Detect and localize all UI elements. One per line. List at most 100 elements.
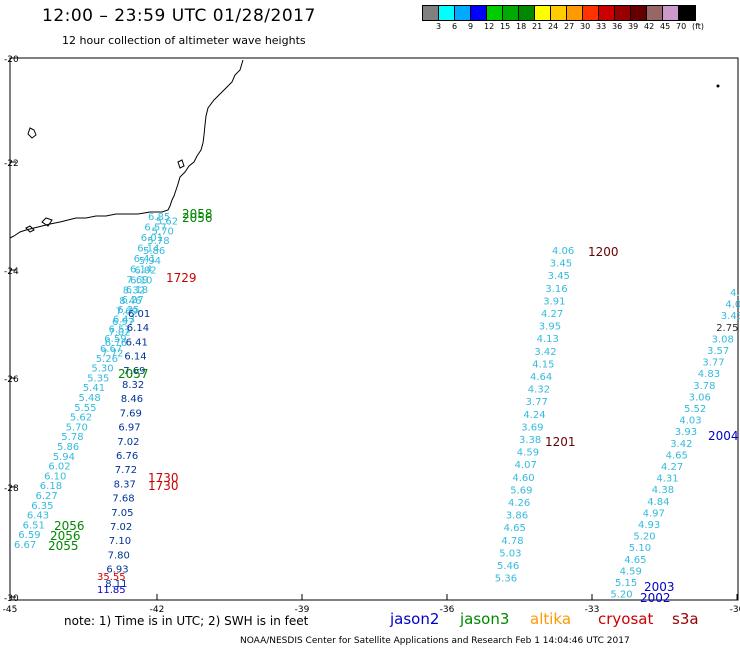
track-value-left: 5.94	[139, 256, 161, 267]
track-value-left: 6.10	[130, 275, 152, 286]
track-value-right-a: 3.38	[519, 435, 541, 446]
track-value-right-b: 5.20	[610, 590, 632, 601]
page-title: 12:00 – 23:59 UTC 01/28/2017	[42, 6, 316, 26]
track-value-middle-upper: 6.85	[148, 212, 170, 223]
legend-altika: altika	[530, 610, 572, 628]
color-scale-label: 70	[676, 22, 687, 31]
track-value-left: 6.43	[27, 511, 49, 522]
track-value-middle-upper: 6.14	[130, 265, 152, 276]
color-scale-label: 27	[564, 22, 575, 31]
coastline-islands	[25, 127, 185, 233]
track-value-right-a: 3.77	[526, 397, 548, 408]
track-value-left: 6.51	[109, 324, 131, 335]
track-time-label: 2056	[182, 211, 213, 225]
track-value-right-b: 4.03	[679, 416, 701, 427]
track-value-middle: 7.68	[112, 494, 134, 505]
track-value-middle: 7.72	[115, 465, 137, 476]
track-value-right-b: 4.93	[638, 520, 660, 531]
color-scale-label: 9	[468, 22, 474, 31]
color-scale-label: 36	[612, 22, 623, 31]
track-value-middle: 7.69	[123, 366, 145, 377]
color-swatch	[679, 6, 695, 20]
color-swatch	[503, 6, 519, 20]
track-value-left: 6.59	[104, 334, 126, 345]
track-time-label: 2056	[54, 519, 85, 533]
page-subtitle: 12 hour collection of altimeter wave hei…	[62, 34, 306, 47]
track-value-middle: 8.11	[105, 579, 127, 590]
track-value-right-a: 5.36	[495, 574, 517, 585]
track-value-right-b: 4.31	[656, 474, 678, 485]
track-value-left: 5.86	[143, 246, 165, 257]
x-axis-ticks: -45 -42 -39 -36 -33 -30	[3, 594, 740, 615]
track-value-right-a: 4.64	[530, 372, 552, 383]
track-value-middle-upper: 6.76	[105, 338, 127, 349]
x-tick-label: -36	[440, 605, 455, 615]
track-value-right-b: 4.83	[698, 369, 720, 380]
color-swatch	[471, 6, 487, 20]
track-value-right-a: 4.06	[552, 246, 574, 257]
track-value-right-a: 4.78	[501, 536, 523, 547]
track-value-middle-upper: 7.69	[116, 307, 138, 318]
track-value-right-a: 3.45	[548, 271, 570, 282]
track-value-middle-upper: 6.57	[144, 223, 166, 234]
track-value-left: 5.94	[53, 452, 75, 463]
color-swatch	[647, 6, 663, 20]
color-swatch	[439, 6, 455, 20]
track-value-middle-upper: 7.72	[101, 349, 123, 360]
track-time-label: 2058	[182, 207, 213, 221]
color-scale-label: (ft)	[692, 22, 705, 31]
track-value-left: 5.41	[83, 383, 105, 394]
track-value-middle: 7.69	[120, 408, 142, 419]
track-value-middle: 6.97	[118, 423, 140, 434]
track-value-right-b: 3.78	[693, 381, 715, 392]
track-value-right-a: 3.42	[534, 347, 556, 358]
island-dot	[716, 84, 720, 88]
track-time-label: 1730	[148, 471, 179, 485]
track-value-middle: 8.46	[121, 394, 143, 405]
track-value-right-b: 4.59	[620, 566, 642, 577]
track-value-left: 6.67	[14, 540, 36, 551]
track-value-left: 5.62	[70, 413, 92, 424]
color-swatch	[535, 6, 551, 20]
track-value-left: 6.35	[31, 501, 53, 512]
color-scale-label: 45	[660, 22, 671, 31]
track-value-right-a: 4.27	[541, 309, 563, 320]
track-value-middle: 8.37	[114, 479, 136, 490]
color-scale-label: 21	[532, 22, 543, 31]
track-value-middle: 6.93	[106, 565, 128, 576]
track-value-right-a: 4.26	[508, 498, 530, 509]
color-swatch	[615, 6, 631, 20]
track-value-right-a: 3.95	[539, 322, 561, 333]
track-value-right-b: 5.10	[629, 543, 651, 554]
track-value-right-b: 5.15	[615, 578, 637, 589]
track-value-right-a: 3.45	[550, 259, 572, 270]
track-value-right-b: 4.65	[624, 555, 646, 566]
map-frame	[9, 57, 739, 601]
x-tick-label: -39	[295, 605, 310, 615]
track-value-right-b: 4.84	[647, 497, 669, 508]
track-value-right-a: 3.69	[521, 422, 543, 433]
track-value-right-a: 4.65	[504, 523, 526, 534]
color-scale-label: 12	[484, 22, 495, 31]
track-time-label: 2002	[640, 591, 671, 605]
track-value-right-b: 4.0	[725, 300, 740, 311]
track-time-label: 1201	[545, 435, 576, 449]
color-swatch	[487, 6, 503, 20]
track-value-left: 6.43	[113, 315, 135, 326]
track-time-label: 2055	[48, 539, 79, 553]
color-swatch	[631, 6, 647, 20]
track-value-middle-upper: 7.02	[108, 328, 130, 339]
altimeter-tracks: 6.676.596.516.436.356.276.186.106.025.94…	[14, 207, 740, 605]
track-value-right-b: 4.65	[666, 450, 688, 461]
track-value-left: 6.18	[126, 285, 148, 296]
track-value-left: 5.70	[152, 226, 174, 237]
track-value-right-a: 4.32	[528, 385, 550, 396]
track-value-left: 6.10	[44, 471, 66, 482]
color-scale-label: 15	[500, 22, 511, 31]
x-tick-label: -33	[585, 605, 600, 615]
track-value-left: 5.48	[79, 393, 101, 404]
track-value-right-a: 5.69	[510, 485, 532, 496]
track-value-middle: 7.10	[109, 536, 131, 547]
track-value-left: 6.67	[100, 344, 122, 355]
track-value-middle: 6.14	[127, 323, 149, 334]
